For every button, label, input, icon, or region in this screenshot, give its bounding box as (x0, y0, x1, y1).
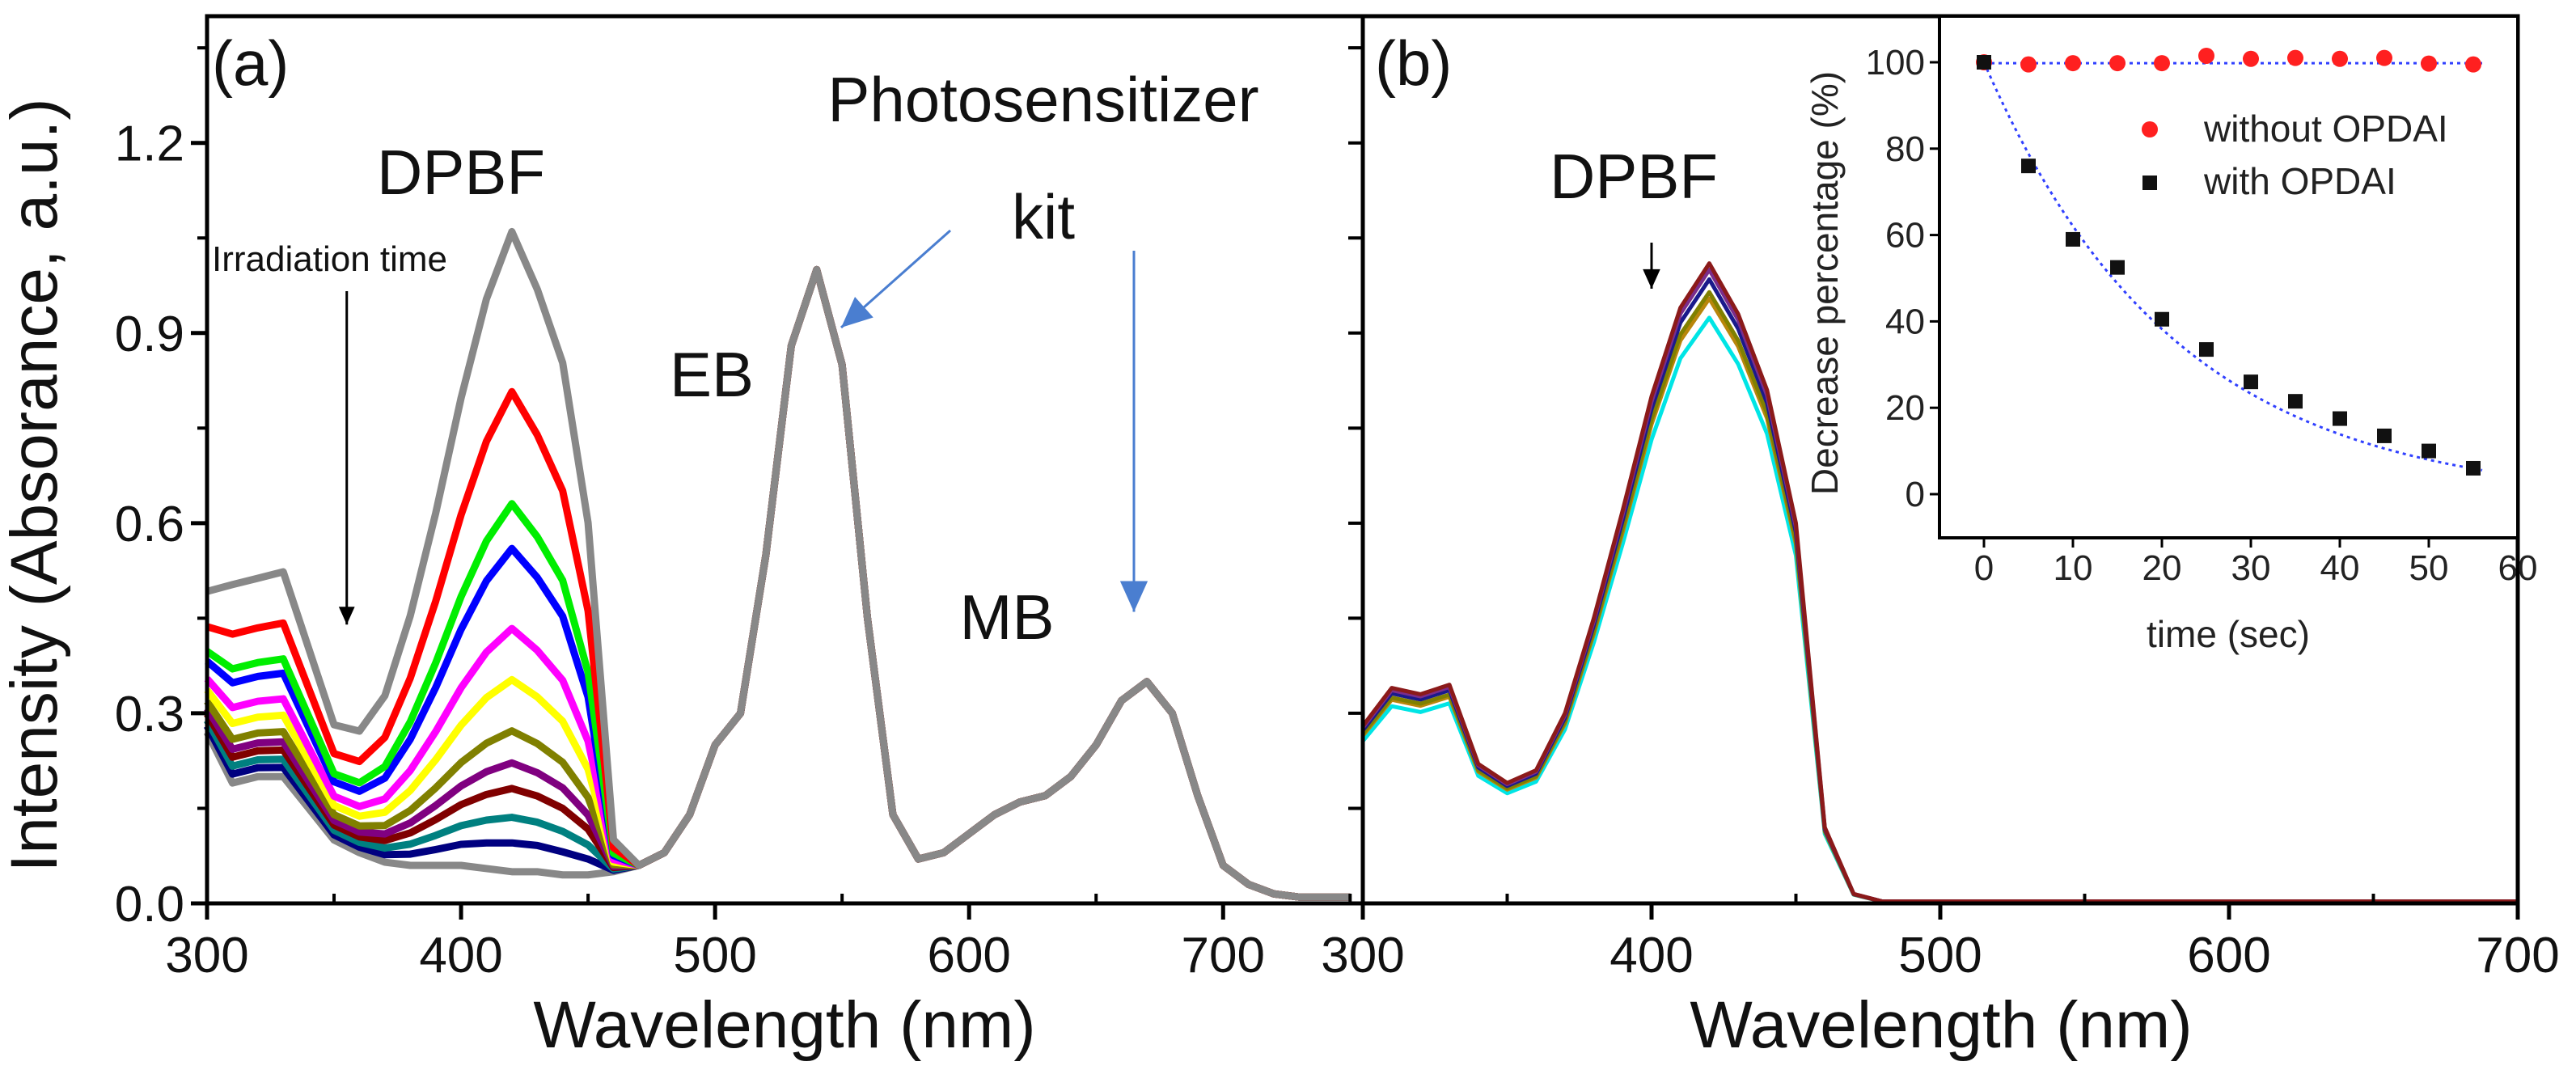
inset-y-axis-title: Decrease percentage (%) (1804, 71, 1846, 495)
annotation-dpbf-a: DPBF (377, 137, 545, 208)
data-point-with (2422, 443, 2436, 459)
data-point-with (2155, 311, 2169, 327)
annotation-mb: MB (960, 582, 1055, 653)
x-tick-label: 600 (2187, 928, 2270, 983)
inset-y-tick-label: 20 (1885, 388, 1925, 428)
data-point-with (2066, 231, 2080, 247)
data-point-without (2465, 56, 2481, 73)
data-point-with (2021, 159, 2036, 174)
inset-frame (1938, 15, 2519, 539)
x-tick-label: 300 (1321, 928, 1404, 983)
data-point-without (2421, 55, 2437, 72)
annotation-kit: kit (1012, 181, 1075, 252)
inset-x-tick-label: 60 (2498, 548, 2538, 588)
data-point-with (2199, 342, 2214, 357)
data-point-without (2020, 56, 2037, 73)
x-tick-label: 300 (165, 928, 248, 983)
data-point-without (2243, 50, 2259, 67)
legend-marker-with (2142, 176, 2157, 190)
data-point-without (2154, 55, 2170, 72)
spectrum-line (205, 227, 1351, 901)
data-point-with (1977, 55, 1991, 70)
inset-y-tick-label: 40 (1885, 302, 1925, 341)
panel-label-b: (b) (1375, 27, 1452, 99)
data-point-without (2109, 55, 2126, 72)
y-tick-label: 0.9 (115, 307, 184, 362)
annotation-eb: EB (670, 339, 754, 410)
legend-label-without: without OPDAI (2203, 108, 2448, 150)
y-axis-title: Intensity (Absorance, a.u.) (0, 98, 71, 872)
x-tick-label: 700 (2476, 928, 2559, 983)
data-point-with (2288, 394, 2303, 409)
data-point-with (2110, 260, 2125, 275)
panel-a: 300 400 500 600 700 0.0 0.3 0.6 0.9 1.2 (115, 14, 1365, 983)
data-point-with (2377, 428, 2392, 443)
inset-y-tick-label: 80 (1885, 129, 1925, 169)
y-tick-label: 0.0 (115, 877, 184, 933)
data-point-with (2333, 411, 2347, 426)
inset-x-axis-title: time (sec) (2147, 613, 2310, 655)
x-axis-title-a: Wavelength (nm) (533, 988, 1035, 1062)
inset-x-tick-label: 20 (2142, 548, 2182, 588)
mb-arrow-head (1119, 581, 1148, 612)
y-tick-label: 1.2 (115, 116, 184, 172)
legend-marker-without (2142, 121, 2158, 137)
x-tick-label: 400 (419, 928, 502, 983)
x-tick-label: 500 (673, 928, 756, 983)
inset-x-tick-label: 0 (1974, 548, 1994, 588)
inset-x-tick-label: 50 (2409, 548, 2449, 588)
eb-arrow-head (841, 296, 873, 328)
x-tick-label: 600 (927, 928, 1010, 983)
dpbf-arrow-head (1643, 269, 1660, 289)
data-point-with (2244, 374, 2258, 390)
panel-b: 300 400 500 600 700 (1321, 14, 2560, 983)
x-tick-label: 400 (1609, 928, 1693, 983)
legend-label-with: with OPDAI (2203, 160, 2396, 202)
data-point-without (2198, 47, 2214, 64)
data-point-without (2376, 49, 2392, 66)
inset-y-tick-label: 100 (1866, 43, 1925, 82)
inset-x-tick-label: 10 (2054, 548, 2093, 588)
panel-label-a: (a) (212, 27, 289, 99)
y-tick-label: 0.3 (115, 687, 184, 742)
inset-x-tick-label: 30 (2231, 548, 2271, 588)
x-tick-label: 700 (1182, 928, 1265, 983)
x-tick-label: 500 (1898, 928, 1982, 983)
x-axis-title-b: Wavelength (nm) (1690, 988, 2192, 1062)
inset-x-tick-label: 40 (2320, 548, 2360, 588)
data-point-without (2287, 49, 2303, 66)
y-tick-label: 0.6 (115, 497, 184, 552)
annotation-photosensitizer: Photosensitizer (827, 64, 1258, 135)
irradiation-arrow-head (338, 607, 355, 625)
spectrum-line (204, 265, 1351, 901)
annotation-dpbf-b: DPBF (1550, 141, 1718, 212)
fit-line-with (1982, 61, 2483, 472)
inset-chart: 0 10 20 30 40 50 60 0 20 40 60 80 100 (1866, 15, 2538, 588)
inset-y-tick-label: 60 (1885, 216, 1925, 256)
inset-y-tick-label: 0 (1906, 475, 1925, 514)
data-point-with (2466, 460, 2481, 476)
data-point-without (2065, 55, 2081, 72)
data-point-without (2332, 50, 2348, 67)
annotation-irradiation-time: Irradiation time (212, 239, 447, 279)
